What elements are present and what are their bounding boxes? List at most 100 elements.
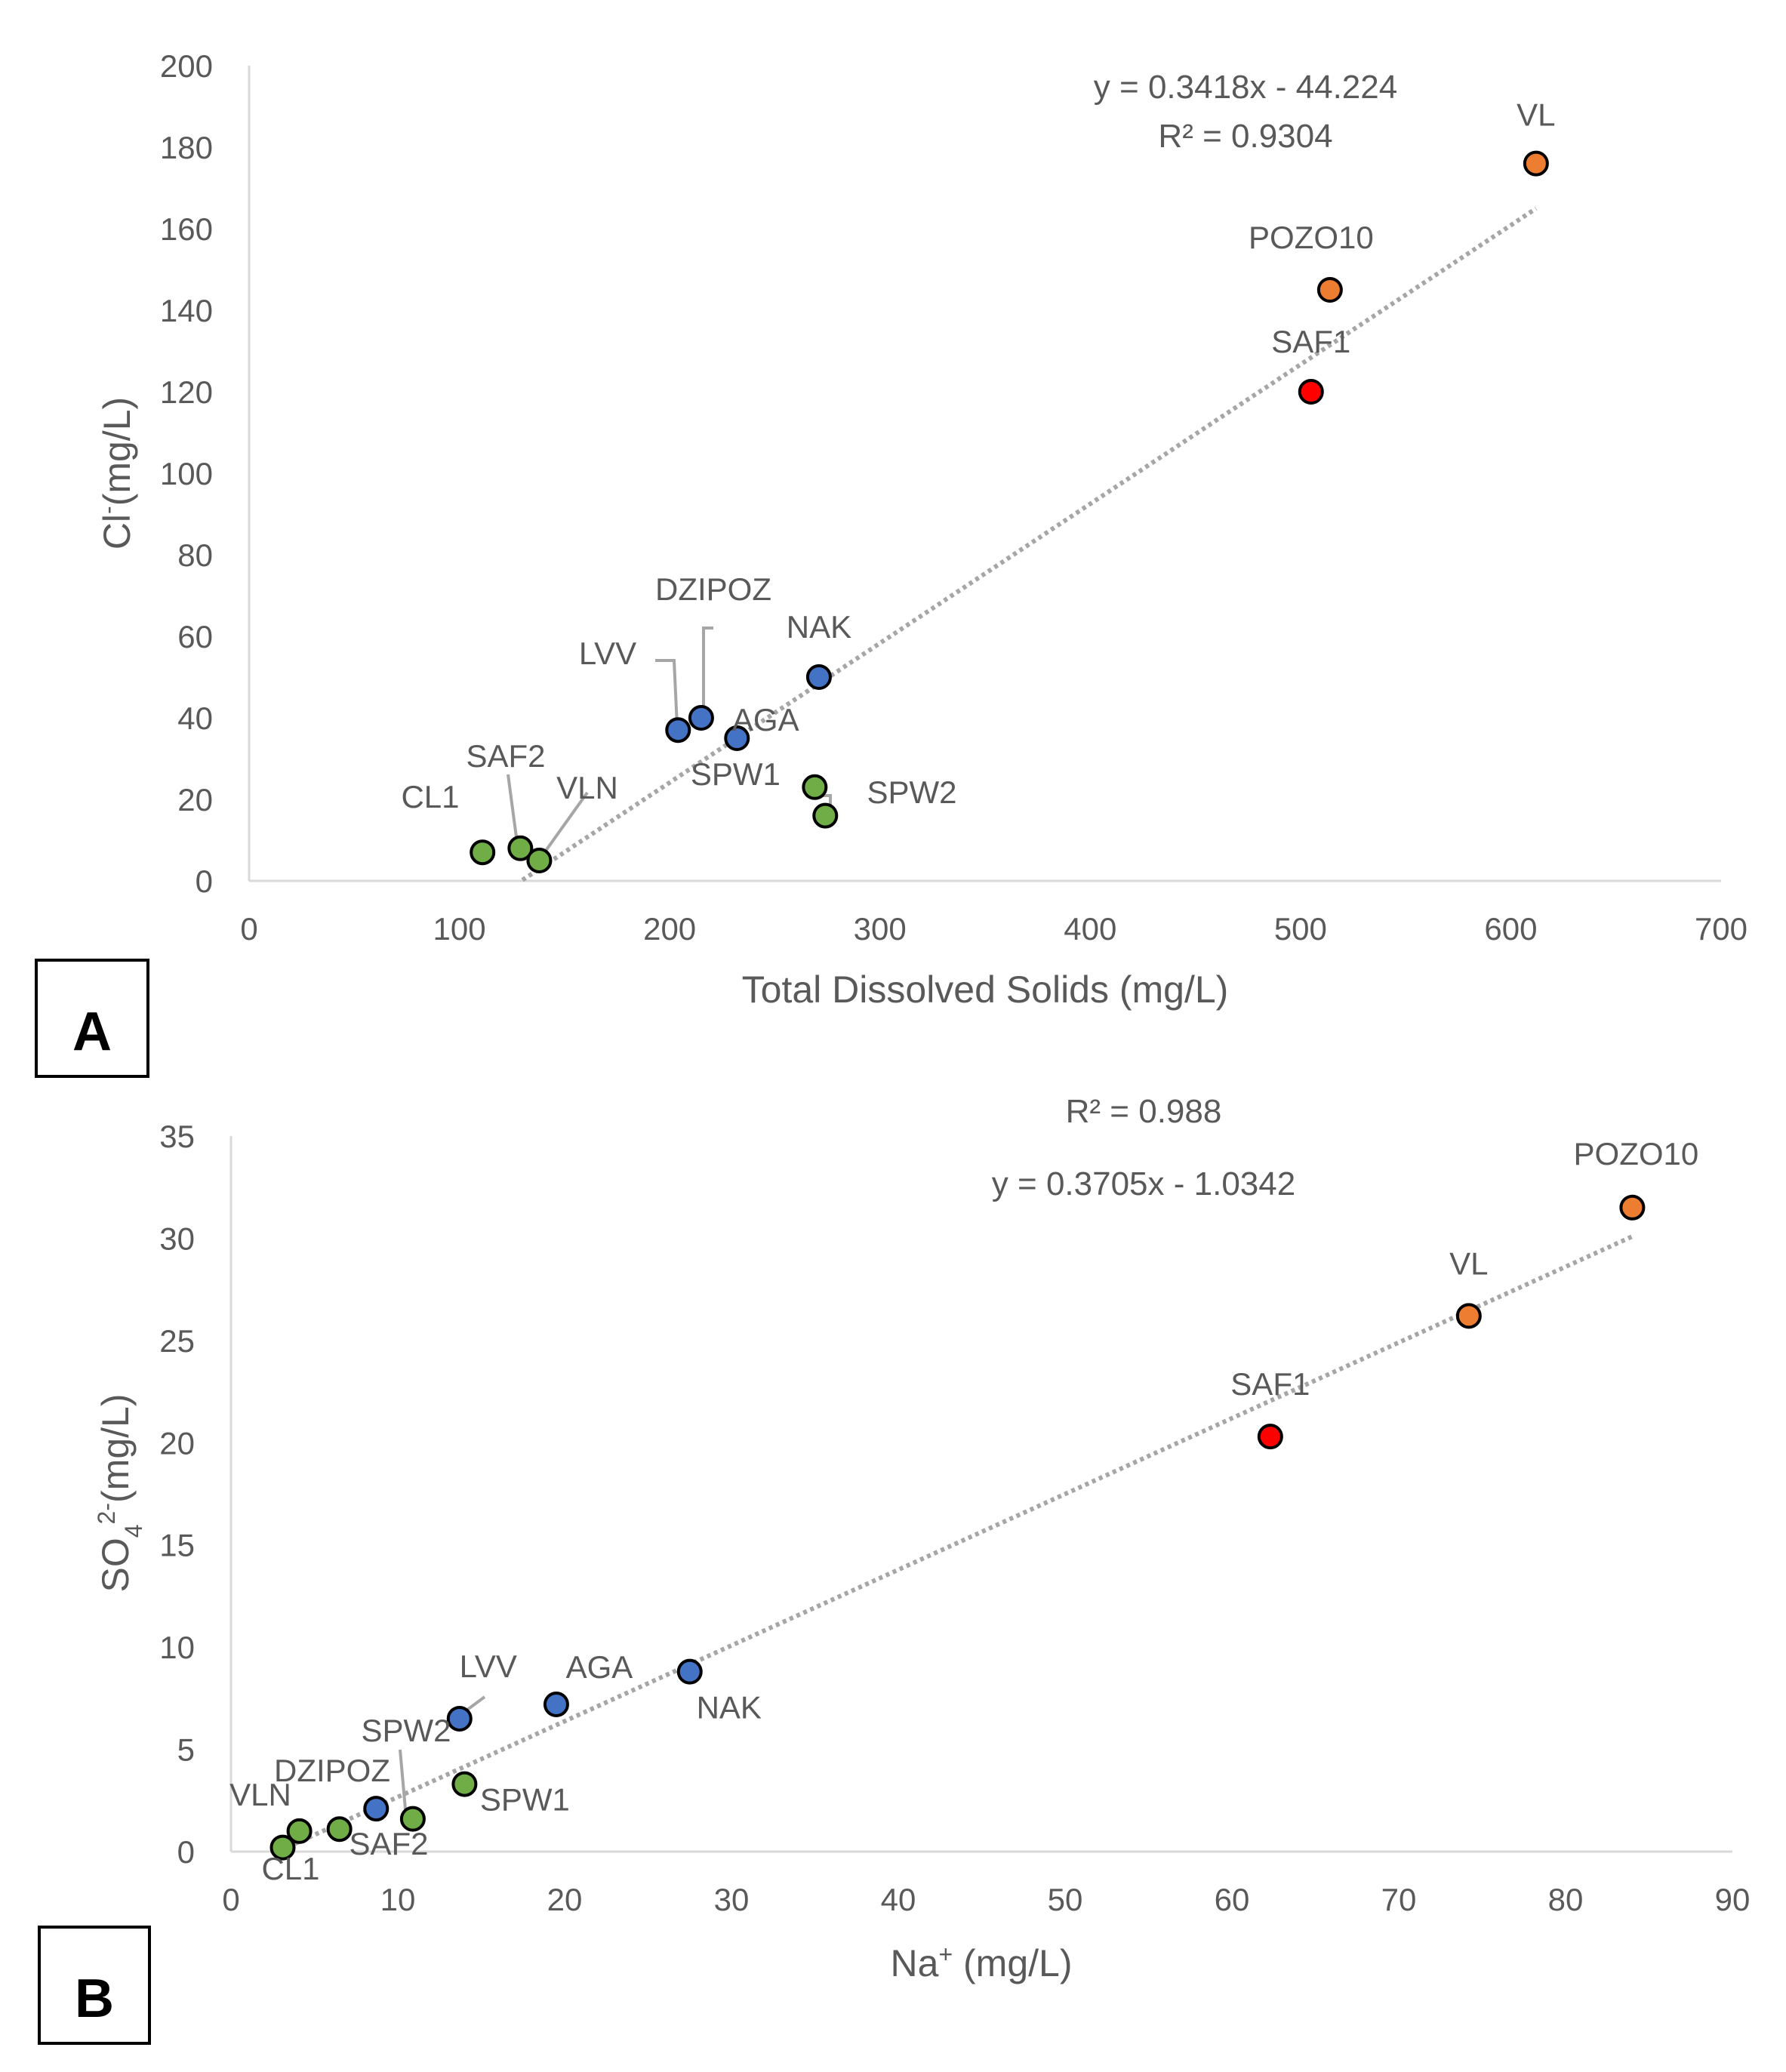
y-tick-label: 35: [159, 1119, 195, 1154]
data-points: [269, 1194, 1646, 1861]
x-tick-label: 70: [1381, 1882, 1417, 1917]
x-tick-label: 20: [547, 1882, 583, 1917]
data-points: [470, 150, 1549, 873]
y-tick-label: 15: [159, 1528, 195, 1563]
leader-line-spw2: [399, 1749, 408, 1818]
y-tick-label: 200: [160, 48, 213, 84]
point-labels: VL POZO10 SAF1 NAK DZIPOZ LVV AGA SPW1 SPW2 CL1SA…: [401, 97, 1555, 814]
trendline: [280, 1234, 1634, 1852]
x-tick-label: 500: [1274, 911, 1327, 947]
point-nak: [805, 664, 832, 690]
x-axis-ticks: 0 100 200 300 400 500 600 700: [240, 911, 1748, 947]
point-cl1: [470, 839, 496, 866]
point-vl: [1455, 1303, 1482, 1329]
x-tick-label: 600: [1484, 911, 1537, 947]
point-lvv: [446, 1705, 473, 1732]
x-tick-label: 300: [854, 911, 907, 947]
point-label-vln: VLN: [556, 770, 618, 805]
x-tick-label: 30: [714, 1882, 750, 1917]
y-axis-ticks: 0 20 40 60 80 100 120 140 160 180 200: [160, 48, 213, 899]
point-aga: [543, 1691, 569, 1717]
y-tick-label: 30: [159, 1221, 195, 1256]
point-label-dzipoz: DZIPOZ: [274, 1753, 390, 1788]
y-tick-label: 0: [196, 864, 213, 899]
equation-line: y = 0.3418x - 44.224: [1094, 69, 1397, 106]
equation-line: y = 0.3705x - 1.0342: [992, 1165, 1295, 1202]
point-label-saf1: SAF1: [1230, 1366, 1310, 1402]
point-label-cl1: CL1: [261, 1851, 319, 1886]
y-tick-label: 20: [177, 782, 213, 817]
y-tick-label: 140: [160, 293, 213, 328]
point-saf1: [1257, 1424, 1283, 1450]
chart-a: 0 20 40 60 80 100 120 140 160 180 200 0 100 200 300 40…: [94, 48, 1748, 1011]
point-label-spw2: SPW2: [867, 774, 956, 810]
point-dzipoz: [363, 1796, 390, 1822]
point-label-pozo10: POZO10: [1249, 220, 1374, 255]
point-label-saf2: SAF2: [349, 1826, 428, 1861]
panel-label-b-frame: [38, 1926, 151, 2045]
point-cl1: [269, 1834, 296, 1861]
point-label-nak: NAK: [787, 609, 851, 645]
x-tick-label: 60: [1215, 1882, 1250, 1917]
point-label-lvv: LVV: [460, 1649, 517, 1684]
y-tick-label: 180: [160, 130, 213, 165]
point-label-aga: AGA: [566, 1649, 633, 1685]
point-label-lvv: LVV: [579, 636, 636, 671]
point-dzipoz: [688, 705, 714, 731]
point-saf2: [507, 835, 534, 861]
point-aga: [724, 725, 750, 751]
x-axis-title: Na+ (mg/L): [891, 1941, 1073, 1984]
point-label-saf2: SAF2: [466, 738, 545, 774]
trendline: [521, 206, 1538, 882]
point-label-spw1: SPW1: [691, 756, 781, 792]
point-pozo10: [1316, 277, 1343, 303]
x-tick-label: 0: [222, 1882, 239, 1917]
panel-label-b: B: [75, 1969, 114, 2029]
y-tick-label: 60: [177, 619, 213, 654]
point-label-cl1: CL1: [401, 779, 459, 814]
regression-equation: y = 0.3418x - 44.224 R² = 0.9304: [1094, 69, 1397, 155]
point-spw1: [451, 1771, 478, 1797]
point-vln: [526, 848, 553, 873]
chart-b: 0 5 10 15 20 25 30 35 0 10 20 30 40 50 60 70 80 90 POZO1…: [93, 1093, 1750, 1984]
label-leader-lines: [507, 627, 832, 857]
point-label-dzipoz: DZIPOZ: [655, 571, 771, 607]
y-tick-label: 20: [159, 1425, 195, 1461]
x-axis-ticks: 0 10 20 30 40 50 60 70 80 90: [222, 1882, 1750, 1917]
regression-equation: R² = 0.988 y = 0.3705x - 1.0342: [992, 1093, 1295, 1202]
point-vln: [286, 1818, 313, 1844]
y-axis-title: Cl-(mg/L): [94, 397, 138, 550]
point-spw1: [802, 774, 828, 800]
point-label-spw1: SPW1: [480, 1782, 570, 1818]
x-tick-label: 0: [240, 911, 257, 947]
point-spw2: [399, 1806, 426, 1832]
x-tick-label: 90: [1715, 1882, 1751, 1917]
equation-line: R² = 0.9304: [1158, 118, 1332, 155]
y-tick-label: 5: [177, 1732, 195, 1768]
x-axis-title: Total Dissolved Solids (mg/L): [742, 968, 1229, 1011]
point-label-spw2: SPW2: [361, 1713, 451, 1748]
point-nak: [676, 1658, 703, 1685]
x-tick-label: 400: [1064, 911, 1116, 947]
point-label-vl: VL: [1517, 97, 1555, 133]
point-vl: [1523, 150, 1549, 177]
y-tick-label: 40: [177, 700, 213, 736]
y-tick-label: 100: [160, 456, 213, 491]
equation-line: R² = 0.988: [1066, 1093, 1222, 1130]
y-tick-label: 80: [177, 537, 213, 573]
point-label-aga: AGA: [732, 702, 799, 737]
leader-line-saf2: [507, 774, 519, 849]
point-label-saf1: SAF1: [1271, 324, 1350, 359]
y-tick-label: 25: [159, 1323, 195, 1359]
panel-label-b-box: B: [38, 1926, 151, 2045]
panel-label-a-frame: [35, 959, 149, 1078]
y-tick-label: 10: [159, 1630, 195, 1665]
point-pozo10: [1619, 1194, 1646, 1221]
point-label-vl: VL: [1449, 1245, 1488, 1281]
point-label-vln: VLN: [229, 1777, 291, 1812]
point-labels: POZO10 VL SAF1 NAK AGA LVV SPW1 SPW2 DZIPOZ SAF2 V…: [229, 1136, 1698, 1886]
y-tick-label: 0: [177, 1834, 195, 1870]
x-tick-label: 200: [643, 911, 696, 947]
point-label-nak: NAK: [697, 1690, 762, 1726]
